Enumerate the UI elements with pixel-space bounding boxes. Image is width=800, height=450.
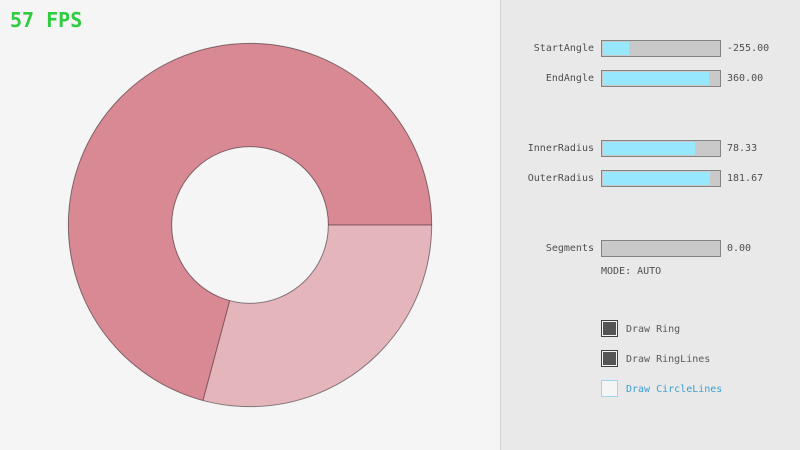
endangle-value: 360.00 [727,73,764,84]
startangle-label: StartAngle [533,43,594,54]
ring-inner-outline [171,146,329,304]
outerradius-slider[interactable] [601,170,721,187]
segments-slider-row: Segments 0.00 [501,240,800,257]
draw-ringlines-checkbox-label: Draw RingLines [626,354,711,365]
checkbox-draw-circlelines[interactable]: Draw CircleLines [501,380,800,398]
segments-mode-text: MODE: AUTO [601,266,662,277]
draw-ringlines-checkbox-box[interactable] [601,350,618,367]
ring-outer-outline [67,42,433,408]
innerradius-slider[interactable] [601,140,721,157]
segments-value: 0.00 [727,243,752,254]
draw-ring-checkbox-label: Draw Ring [626,324,681,335]
checkbox-draw-ring[interactable]: Draw Ring [501,320,800,338]
innerradius-slider-row: InnerRadius 78.33 [501,140,800,157]
startangle-slider-row: StartAngle -255.00 [501,40,800,57]
draw-ring-checkbox-box[interactable] [601,320,618,337]
checkbox-draw-ringlines[interactable]: Draw RingLines [501,350,800,368]
segments-slider[interactable] [601,240,721,257]
draw-circlelines-checkbox-label: Draw CircleLines [626,384,723,395]
endangle-slider[interactable] [601,70,721,87]
outerradius-label: OuterRadius [527,173,594,184]
endangle-slider-row: EndAngle 360.00 [501,70,800,87]
endangle-slider-fill [603,72,710,85]
innerradius-slider-fill [603,142,696,155]
draw-circlelines-checkbox-box[interactable] [601,380,618,397]
outerradius-slider-fill [603,172,711,185]
fps-counter: 57 FPS [10,8,83,32]
controls-panel: StartAngle -255.00 EndAngle 360.00 Inner… [500,0,800,450]
innerradius-label: InnerRadius [527,143,594,154]
innerradius-value: 78.33 [727,143,758,154]
startangle-slider-fill [603,42,629,55]
segments-label: Segments [545,243,594,254]
ring-overlap [68,43,432,401]
outerradius-slider-row: OuterRadius 181.67 [501,170,800,187]
ring-radial-line [202,300,231,401]
outerradius-value: 181.67 [727,173,764,184]
endangle-label: EndAngle [545,73,594,84]
startangle-slider[interactable] [601,40,721,57]
startangle-value: -255.00 [727,43,770,54]
